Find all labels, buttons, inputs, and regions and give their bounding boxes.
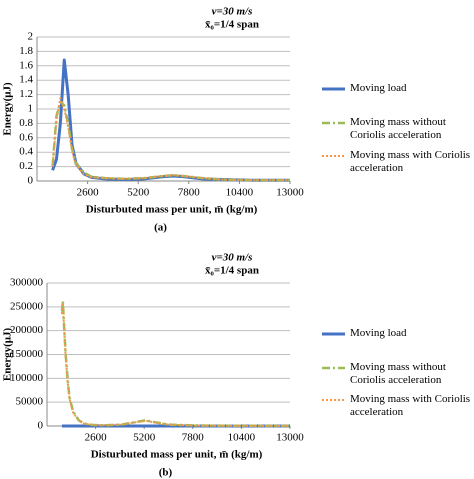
y-tick-label: 0.8 xyxy=(19,117,33,129)
x-tick-label: 7800 xyxy=(182,432,205,444)
x-tick-label: 2600 xyxy=(85,432,108,444)
y-tick-label: 200000 xyxy=(10,324,44,336)
x-tick-label: 5200 xyxy=(127,187,150,199)
y-tick-label: 1.4 xyxy=(19,74,33,86)
x-tick-label: 13000 xyxy=(276,432,304,444)
y-tick-label: 2 xyxy=(28,31,34,43)
y-tick-label: 1 xyxy=(28,103,34,115)
legend-label: Moving mass without Coriolis acceleratio… xyxy=(350,116,446,141)
y-axis-label: Energy(μJ) xyxy=(2,328,14,382)
y-tick-label: 0.4 xyxy=(19,146,33,158)
y-tick-label: 300000 xyxy=(10,277,44,289)
legend-label: Moving load xyxy=(350,327,407,339)
chart-subtitle: x̄₀=1/4 span xyxy=(205,265,259,277)
series-line xyxy=(60,302,291,427)
series-line xyxy=(51,97,290,182)
chart-subtitle: x̄₀=1/4 span xyxy=(205,19,259,31)
x-axis-label: Disturbuted mass per unit, m̄ (kg/m) xyxy=(86,204,258,216)
y-tick-label: 50000 xyxy=(16,396,44,408)
y-tick-label: 1.8 xyxy=(19,45,33,57)
x-tick-label: 13000 xyxy=(276,187,304,199)
legend-label: Moving load xyxy=(350,82,407,94)
legend-label: Moving mass with Coriolis acceleration xyxy=(350,393,471,418)
chart-title: v=30 m/s xyxy=(212,6,253,18)
y-tick-label: 1.6 xyxy=(19,59,33,71)
y-tick-label: 250000 xyxy=(10,300,44,312)
y-tick-label: 100000 xyxy=(10,372,44,384)
y-tick-label: 150000 xyxy=(10,348,44,360)
x-tick-label: 2600 xyxy=(77,187,100,199)
x-tick-label: 5200 xyxy=(133,432,156,444)
y-tick-label: 1.2 xyxy=(19,88,33,100)
x-tick-label: 10400 xyxy=(226,187,254,199)
y-tick-label: 0.6 xyxy=(19,131,33,143)
y-tick-label: 0 xyxy=(38,420,44,432)
legend-label: Moving mass without Coriolis acceleratio… xyxy=(350,361,446,386)
x-tick-label: 10400 xyxy=(228,432,256,444)
series-line xyxy=(60,299,291,428)
x-tick-label: 7800 xyxy=(178,187,201,199)
x-axis-label: Disturbuted mass per unit, m̄ (kg/m) xyxy=(91,449,263,461)
series-line xyxy=(51,100,290,182)
caption: (a) xyxy=(154,222,167,234)
chart-title: v=30 m/s xyxy=(212,252,253,264)
legend-label: Moving mass with Coriolis acceleration xyxy=(350,149,471,174)
caption: (b) xyxy=(159,467,173,479)
y-axis-label: Energy(μJ) xyxy=(2,82,14,136)
y-tick-label: 0.2 xyxy=(19,160,33,172)
y-tick-label: 0 xyxy=(28,175,34,187)
series-line xyxy=(51,58,290,182)
